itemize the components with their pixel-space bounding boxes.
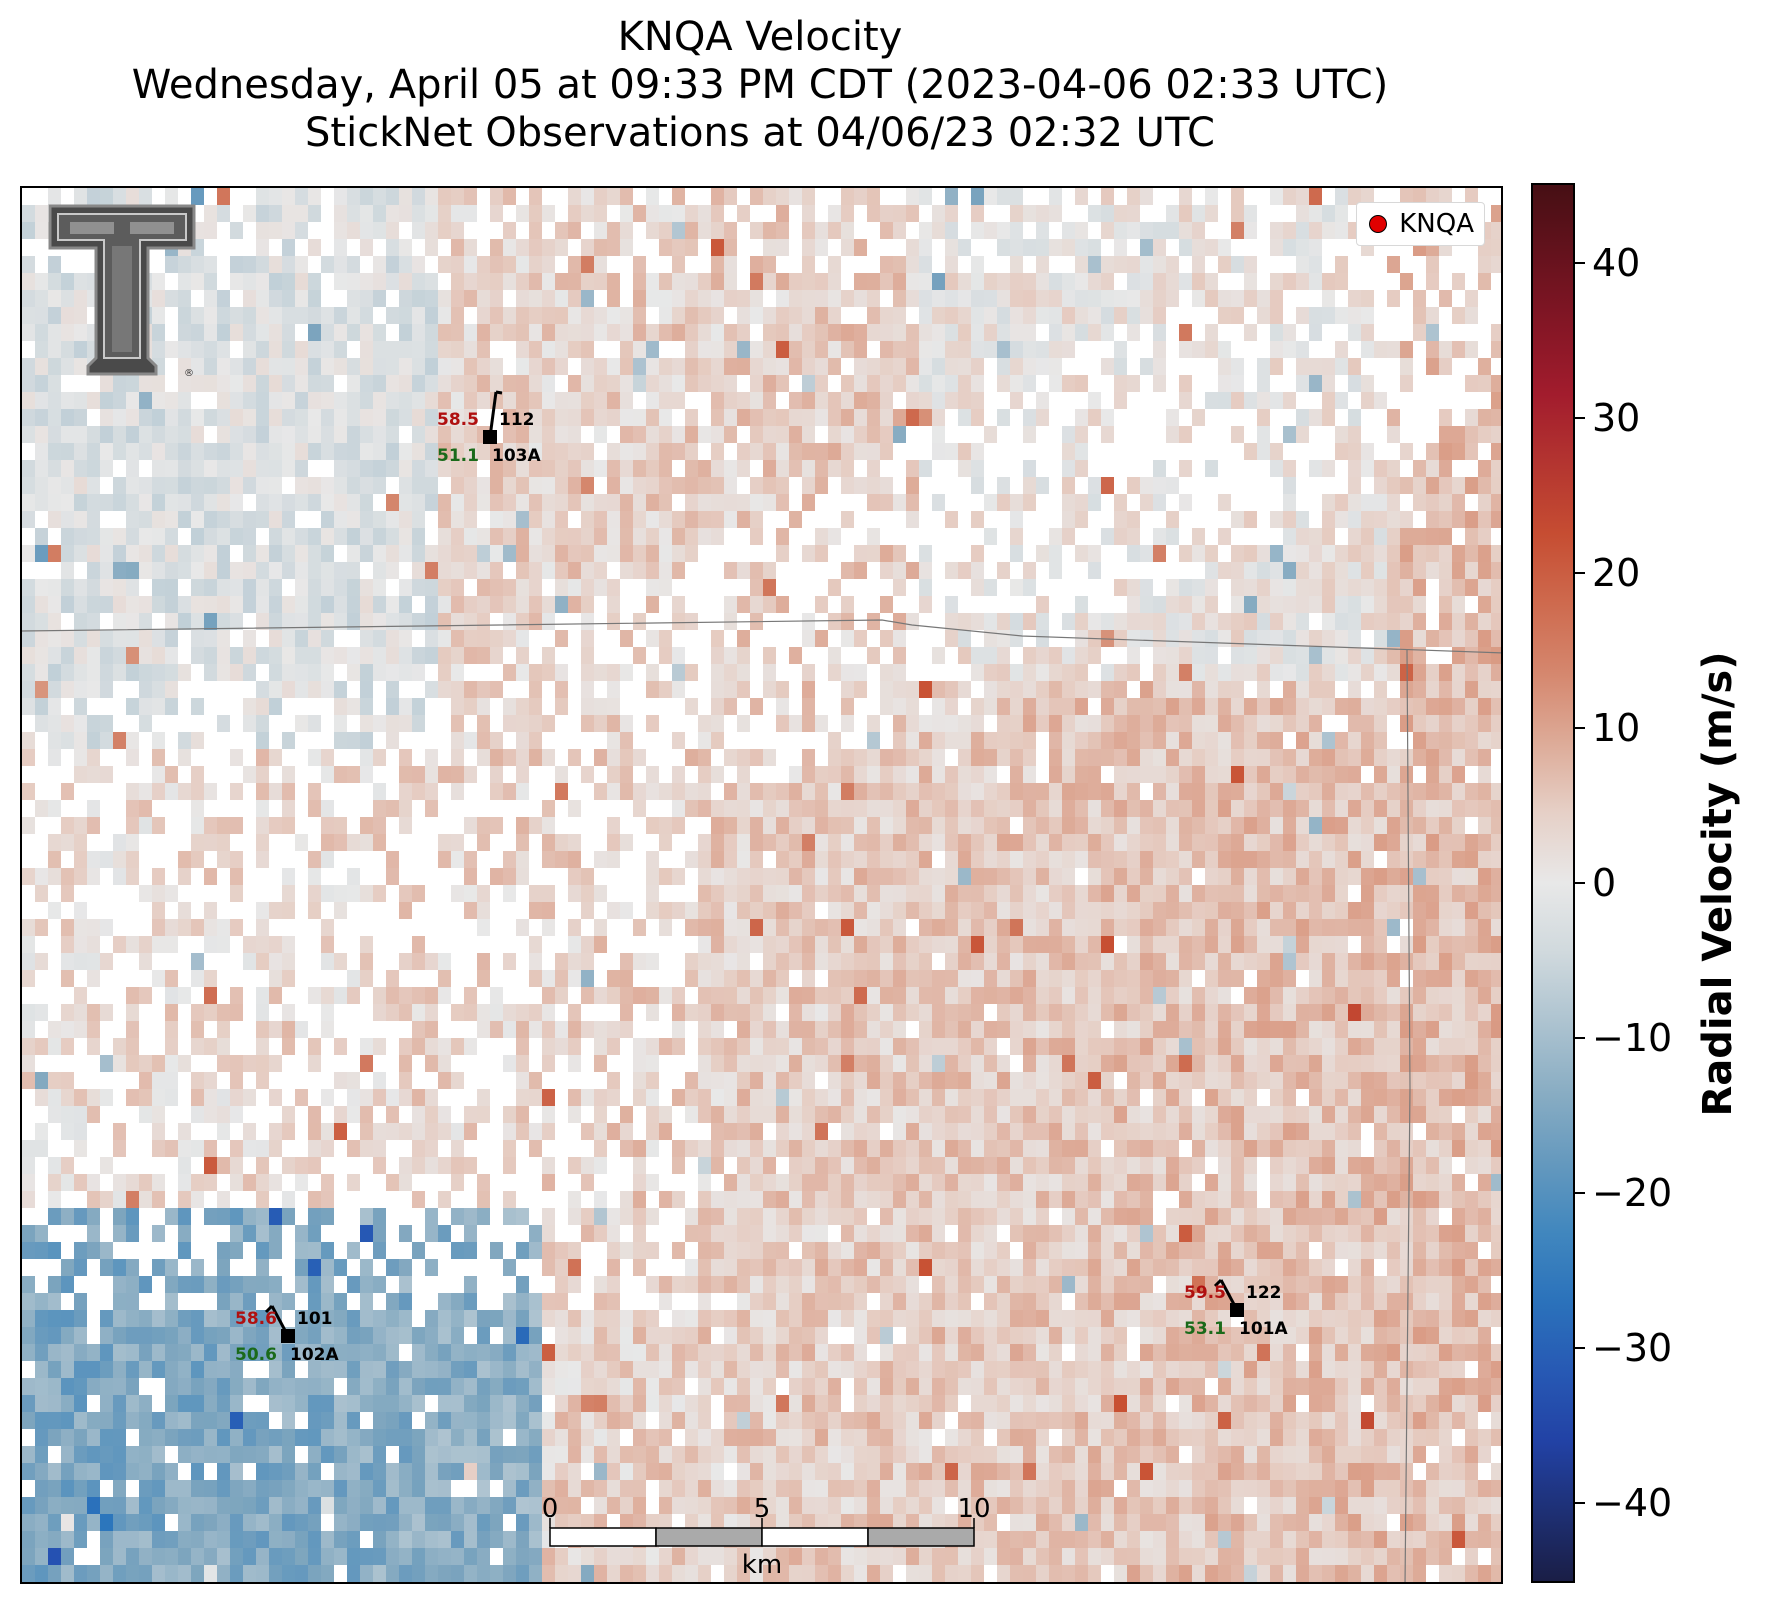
wind-barb-flag xyxy=(264,1304,274,1314)
station-temp: 58.6 xyxy=(235,1309,277,1329)
velocity-pixels xyxy=(22,188,1501,1582)
chart-subtitle-time: Wednesday, April 05 at 09:33 PM CDT (202… xyxy=(131,62,1389,108)
station-marker-icon xyxy=(281,1329,295,1343)
texas-tech-logo: ® xyxy=(48,204,196,379)
colorbar-tick-label: 30 xyxy=(1592,395,1641,440)
station-probe: 101A xyxy=(1239,1319,1288,1339)
colorbar-tick-label: −30 xyxy=(1592,1326,1673,1371)
colorbar-tick-label: 40 xyxy=(1592,240,1641,285)
colorbar-tick-label: 10 xyxy=(1592,705,1641,750)
county-boundaries xyxy=(22,619,1501,1582)
station-temp: 59.5 xyxy=(1184,1283,1226,1303)
chart-subtitle-obs: StickNet Observations at 04/06/23 02:32 … xyxy=(305,110,1215,156)
colorbar-tick-label: 0 xyxy=(1592,861,1617,905)
colorbar-tick-mark xyxy=(1575,1347,1585,1350)
station-marker-icon xyxy=(483,430,497,444)
station-112[interactable]: 58.5 112 51.1 103A xyxy=(437,390,541,466)
scale-bar xyxy=(549,1518,975,1547)
wind-barb-staff xyxy=(488,391,498,438)
colorbar xyxy=(1531,183,1575,1583)
map-legend: KNQA xyxy=(1356,202,1485,246)
scale-unit: km xyxy=(741,1550,783,1580)
colorbar-tick-mark xyxy=(1575,1502,1585,1505)
station-probe: 102A xyxy=(290,1345,339,1365)
colorbar-tick-label: 20 xyxy=(1592,550,1641,595)
colorbar-tick-mark xyxy=(1575,416,1585,419)
wind-barb-flag xyxy=(495,390,503,395)
scale-label-10: 10 xyxy=(957,1494,991,1524)
radar-map[interactable]: ® 58.5 112 51.1 103A 58.6 101 50.6 102A 59.5 122 5… xyxy=(20,186,1503,1584)
colorbar-tick-mark xyxy=(1575,571,1585,574)
station-122[interactable]: 59.5 122 53.1 101A xyxy=(1184,1278,1288,1339)
wind-barb-flag xyxy=(1213,1278,1223,1288)
colorbar-title: Radial Velocity (m/s) xyxy=(1695,651,1741,1117)
station-temp: 58.5 xyxy=(437,410,479,430)
station-id: 112 xyxy=(499,410,535,430)
station-id: 122 xyxy=(1246,1283,1282,1303)
colorbar-tick-mark xyxy=(1575,261,1585,264)
station-marker-icon xyxy=(1230,1303,1244,1317)
legend-label: KNQA xyxy=(1399,209,1474,239)
colorbar-tick-mark xyxy=(1575,1192,1585,1195)
colorbar-tick-mark xyxy=(1575,1037,1585,1040)
colorbar-tick-label: −10 xyxy=(1592,1016,1673,1061)
scale-label-0: 0 xyxy=(541,1494,559,1524)
station-dewpoint: 53.1 xyxy=(1184,1319,1226,1339)
colorbar-tick-mark xyxy=(1575,882,1585,884)
colorbar-tick-mark xyxy=(1575,726,1585,729)
colorbar-tick-label: −20 xyxy=(1592,1171,1673,1216)
scale-label-5: 5 xyxy=(753,1494,771,1524)
station-id: 101 xyxy=(297,1309,333,1329)
station-101[interactable]: 58.6 101 50.6 102A xyxy=(235,1304,339,1365)
chart-title: KNQA Velocity xyxy=(617,14,903,60)
colorbar-tick-label: −40 xyxy=(1592,1481,1673,1526)
station-probe: 103A xyxy=(492,446,541,466)
sticknet-stations: 58.5 112 51.1 103A 58.6 101 50.6 102A 59.5 122 53.… xyxy=(235,390,1288,1365)
station-dewpoint: 50.6 xyxy=(235,1345,277,1365)
station-dewpoint: 51.1 xyxy=(437,446,479,466)
radar-site-marker-icon xyxy=(1369,215,1388,233)
